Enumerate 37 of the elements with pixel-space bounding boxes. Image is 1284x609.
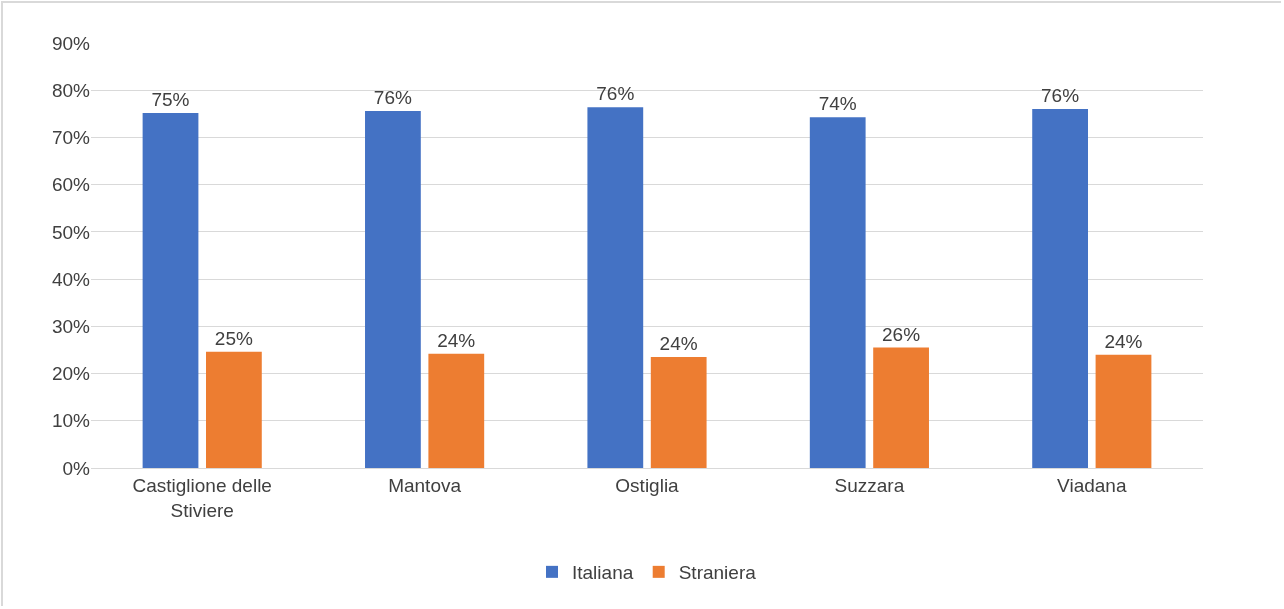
data-label: 25% (214, 327, 253, 349)
data-label: 76% (373, 87, 412, 108)
bar (365, 111, 421, 468)
bar (206, 351, 262, 468)
y-tick-label: 90% (51, 32, 91, 54)
x-tick-label: Suzzara (834, 474, 905, 496)
x-tick-label: Castiglione delle Stiviere (132, 474, 272, 521)
y-tick-label: 40% (51, 268, 91, 290)
data-label: 74% (818, 93, 857, 115)
data-label: 26% (882, 323, 921, 345)
y-tick-label: 30% (51, 315, 91, 337)
bar (873, 347, 929, 468)
y-tick-label: 20% (51, 363, 91, 385)
data-label: 75% (151, 88, 190, 110)
legend-label: Italiana (572, 562, 634, 584)
bar (650, 357, 707, 468)
data-label: 24% (1104, 330, 1143, 352)
x-tick-label: Ostiglia (615, 474, 680, 496)
bar (809, 117, 866, 468)
bar (142, 112, 199, 468)
y-tick-label: 10% (51, 410, 91, 432)
data-label: 76% (596, 83, 635, 105)
data-label: 24% (437, 329, 476, 351)
y-tick-label: 80% (51, 79, 91, 101)
y-tick-label: 70% (51, 127, 91, 149)
bar (1032, 109, 1088, 468)
y-tick-label: 0% (62, 457, 91, 479)
bar (587, 107, 644, 468)
y-tick-label: 60% (51, 174, 91, 196)
data-label: 76% (1041, 85, 1080, 107)
bar (1095, 354, 1152, 468)
legend-label: Straniera (678, 562, 757, 584)
data-label: 24% (659, 333, 698, 355)
x-tick-label: Viadana (1057, 474, 1127, 496)
bar (428, 353, 485, 468)
y-tick-label: 50% (51, 221, 91, 243)
x-tick-label: Mantova (388, 474, 462, 496)
